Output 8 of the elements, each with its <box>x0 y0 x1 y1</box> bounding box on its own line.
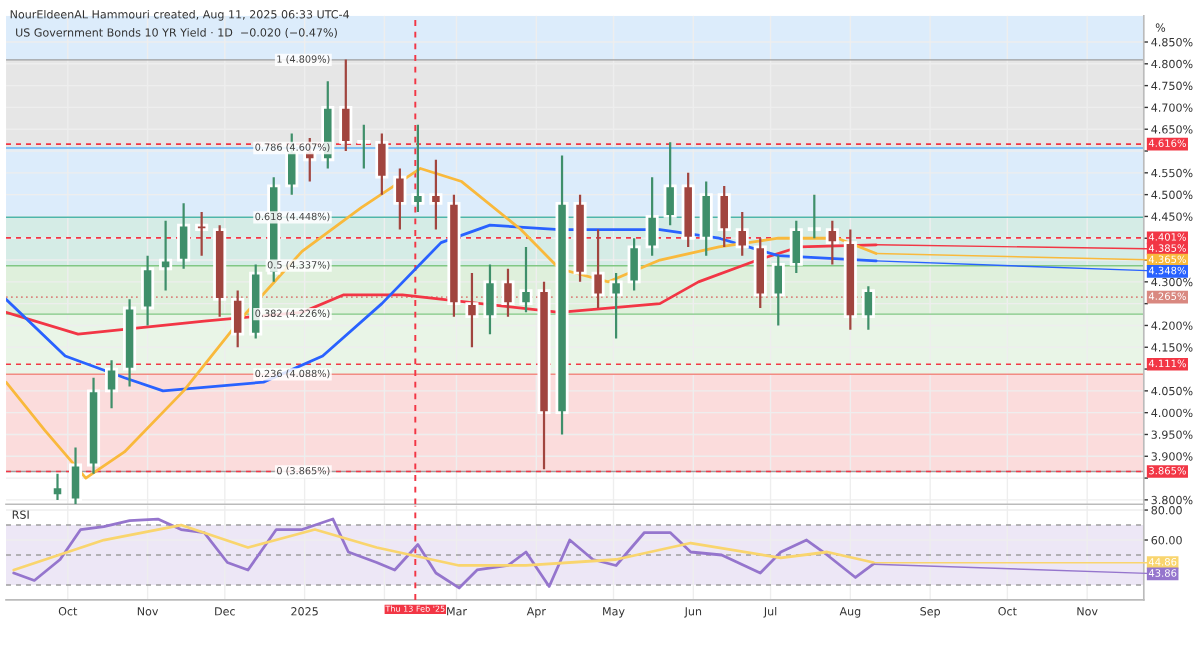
candlestick <box>195 210 209 257</box>
candlestick <box>537 280 551 471</box>
candlestick <box>519 245 533 314</box>
candlestick <box>429 158 443 231</box>
candlestick <box>807 193 821 240</box>
candlestick <box>411 123 425 214</box>
candlestick <box>501 267 515 318</box>
candlestick <box>357 123 371 170</box>
